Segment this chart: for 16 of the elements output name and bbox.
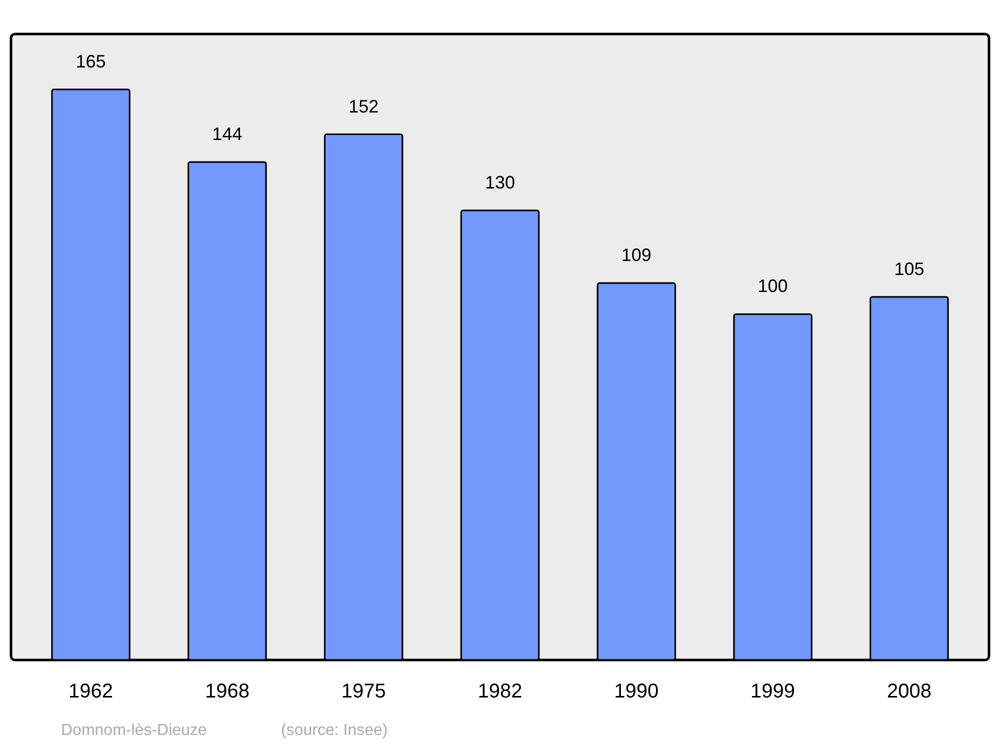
x-tick-label: 1982 [478,680,522,702]
data-label: 152 [348,96,379,116]
x-tick-label: 1975 [341,680,386,702]
text: (source: Insee) [281,722,388,739]
data-label: 105 [894,258,924,279]
data-label: 165 [76,51,106,72]
x-tick-label: 1990 [614,680,659,702]
data-label: 109 [621,245,652,266]
x-tick-label: 1999 [750,680,796,702]
x-tick-label: 2008 [886,680,932,702]
data-label: 144 [212,124,242,144]
x-tick-label: 1962 [68,680,114,702]
data-label: 100 [758,276,788,296]
text: Domnom-lès-Dieuze [61,722,207,739]
data-label: 130 [484,172,516,192]
x-tick-label: 1968 [204,680,250,702]
